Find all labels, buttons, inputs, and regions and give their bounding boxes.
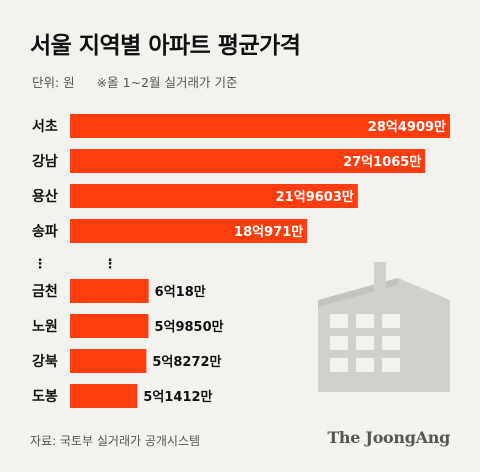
value-label: 18억971만 xyxy=(234,224,303,240)
basis-note: ※올 1~2월 실거래가 기준 xyxy=(96,75,238,90)
value-label: 21억9603만 xyxy=(276,189,354,205)
bar xyxy=(70,184,358,208)
category-label: 송파 xyxy=(32,224,58,240)
value-label: 28억4909만 xyxy=(368,119,446,135)
value-label: 27억1065만 xyxy=(343,154,421,170)
unit-label: 단위: 원 xyxy=(32,75,75,90)
value-label: 5억9850만 xyxy=(154,319,223,335)
value-label: 5억1412만 xyxy=(143,389,212,405)
category-label: 강북 xyxy=(32,353,58,370)
ellipsis-bar: ⋮ xyxy=(104,257,117,272)
bar xyxy=(70,384,138,408)
bar xyxy=(70,314,149,338)
category-label: 강남 xyxy=(32,153,58,170)
source-note: 자료: 국토부 실거래가 공개시스템 xyxy=(30,434,201,448)
bar xyxy=(70,114,450,138)
value-label: 5억8272만 xyxy=(152,354,221,370)
bar xyxy=(70,149,426,173)
value-label: 6억18만 xyxy=(155,284,206,300)
chart-title: 서울 지역별 아파트 평균가격 xyxy=(30,33,301,59)
category-label: 서초 xyxy=(32,119,58,135)
category-label: 노원 xyxy=(32,319,58,335)
ellipsis-category: ⋮ xyxy=(34,257,47,272)
category-label: 금천 xyxy=(32,284,58,300)
brand-logo: The JoongAng xyxy=(327,428,450,447)
category-label: 용산 xyxy=(32,188,58,205)
bar xyxy=(70,349,147,373)
category-label: 도봉 xyxy=(32,389,58,405)
unit-note-row: 단위: 원 ※올 1~2월 실거래가 기준 xyxy=(32,72,237,91)
bar xyxy=(70,279,149,303)
bar xyxy=(70,219,308,243)
apartment-building-icon xyxy=(318,262,450,392)
